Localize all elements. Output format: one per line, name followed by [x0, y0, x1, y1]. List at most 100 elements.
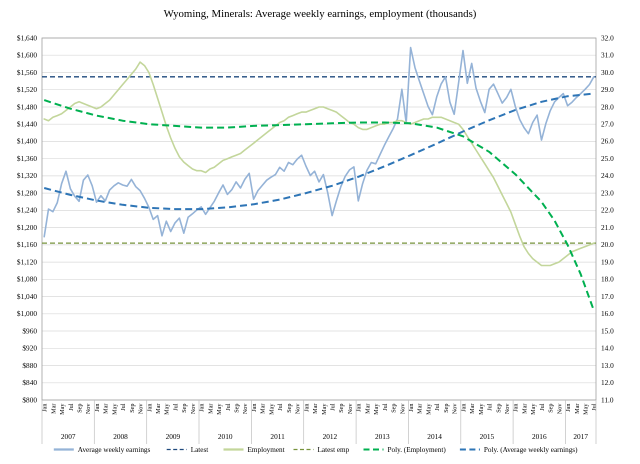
left-axis-label: $1,080 [17, 275, 37, 284]
month-tick-label: May [111, 403, 118, 415]
right-axis-label: 29.0 [601, 85, 614, 94]
year-label: 2012 [323, 432, 338, 441]
right-axis-label: 32.0 [601, 33, 614, 42]
month-tick-label: Mar [50, 404, 57, 414]
year-label: 2013 [375, 432, 390, 441]
right-axis-label: 11.0 [601, 395, 614, 404]
month-tick-label: Jan [199, 404, 206, 412]
left-axis-label: $1,280 [17, 188, 37, 197]
legend-label: Latest emp [318, 446, 350, 454]
left-axis-label: $1,560 [17, 68, 37, 77]
year-label: 2015 [480, 432, 495, 441]
month-tick-label: Jan [303, 404, 310, 412]
trend-right [43, 99, 595, 311]
month-tick-label: Jul [487, 403, 494, 411]
month-tick-label: Mar [364, 404, 371, 414]
left-axis-label: $1,000 [17, 309, 37, 318]
trend-left [43, 92, 594, 211]
plot-area: $800 $840 $880 $920 $960 $1,000 $1,040 $1,080 $1… [17, 33, 614, 404]
month-tick-label: Jul [120, 403, 127, 411]
month-tick-label: Nov [295, 403, 302, 415]
month-tick-label: May [268, 403, 275, 415]
month-tick-label: Jan [146, 404, 153, 412]
right-axis-label: 31.0 [601, 51, 614, 60]
series-average-weekly-earnings [43, 46, 595, 238]
legend-label: Poly. (Employment) [388, 446, 447, 454]
month-tick-label: Jul [277, 403, 284, 411]
month-tick-label: May [583, 403, 590, 415]
right-axis-label: 26.0 [601, 137, 614, 146]
year-label: 2017 [573, 432, 588, 441]
month-tick-label: Jul [330, 403, 337, 411]
left-axis-label: $1,040 [17, 292, 37, 301]
month-tick-label: Jan [94, 404, 101, 412]
year-label: 2009 [166, 432, 181, 441]
month-tick-label: Sep [391, 404, 398, 413]
month-tick-label: May [478, 403, 485, 415]
left-axis-label: $1,520 [17, 85, 37, 94]
right-axis-label: 15.0 [601, 326, 614, 335]
month-tick-label: Jan [251, 404, 258, 412]
left-axis-label: $1,480 [17, 102, 37, 111]
month-tick-label: Jul [172, 403, 179, 411]
month-tick-label: Sep [234, 404, 241, 413]
legend-label: Average weekly earnings [78, 446, 151, 454]
left-axis-label: $1,400 [17, 137, 37, 146]
left-axis-label: $1,240 [17, 206, 37, 215]
month-tick-label: Mar [312, 404, 319, 414]
month-tick-label: Jul [539, 403, 546, 411]
right-axis-label: 12.0 [601, 378, 614, 387]
month-tick-label: Nov [190, 403, 197, 415]
month-tick-label: May [216, 403, 223, 415]
month-tick-label: Sep [338, 404, 345, 413]
month-tick-label: Mar [207, 404, 214, 414]
month-tick-label: Jan [42, 404, 49, 412]
chart-title: Wyoming, Minerals: Average weekly earnin… [164, 8, 477, 20]
month-tick-label: Sep [129, 404, 136, 413]
legend: Average weekly earnings Latest Employment L… [53, 446, 578, 454]
month-tick-label: Sep [495, 404, 502, 413]
month-tick-label: Sep [181, 404, 188, 413]
left-axis-label: $1,200 [17, 223, 37, 232]
month-tick-label: Nov [85, 403, 92, 415]
year-label: 2016 [532, 432, 547, 441]
month-tick-label: Mar [260, 404, 267, 414]
month-tick-label: Jan [565, 404, 572, 412]
month-tick-label: Jan [356, 404, 363, 412]
right-axis-label: 21.0 [601, 223, 614, 232]
right-axis-label: 20.0 [601, 240, 614, 249]
month-tick-label: Jan [408, 404, 415, 412]
left-axis-label: $880 [22, 361, 37, 370]
month-tick-label: May [373, 403, 380, 415]
right-axis-label: 14.0 [601, 344, 614, 353]
month-tick-label: Mar [417, 404, 424, 414]
month-tick-label: Nov [399, 403, 406, 415]
year-label: 2010 [218, 432, 233, 441]
left-axis-label: $920 [22, 344, 37, 353]
month-tick-label: Mar [521, 404, 528, 414]
year-label: 2011 [270, 432, 285, 441]
month-tick-label: Nov [556, 403, 563, 415]
plot-border [41, 37, 597, 401]
month-tick-label: May [426, 403, 433, 415]
left-axis-label: $1,440 [17, 120, 37, 129]
year-label: 2008 [113, 432, 128, 441]
month-tick-label: May [59, 403, 66, 415]
month-tick-label: Nov [242, 403, 249, 415]
right-axis-label: 30.0 [601, 68, 614, 77]
right-axis-label: 23.0 [601, 188, 614, 197]
left-axis-label: $840 [22, 378, 37, 387]
right-axis-label: 18.0 [601, 275, 614, 284]
month-tick-label: Jan [460, 404, 467, 412]
month-tick-label: May [321, 403, 328, 415]
left-axis-label: $1,120 [17, 257, 37, 266]
month-tick-label: Jul [225, 403, 232, 411]
legend-label: Employment [248, 446, 285, 454]
month-tick-label: Jul [68, 403, 75, 411]
month-tick-label: Mar [155, 404, 162, 414]
left-axis-label: $1,160 [17, 240, 37, 249]
right-axis-label: 16.0 [601, 309, 614, 318]
